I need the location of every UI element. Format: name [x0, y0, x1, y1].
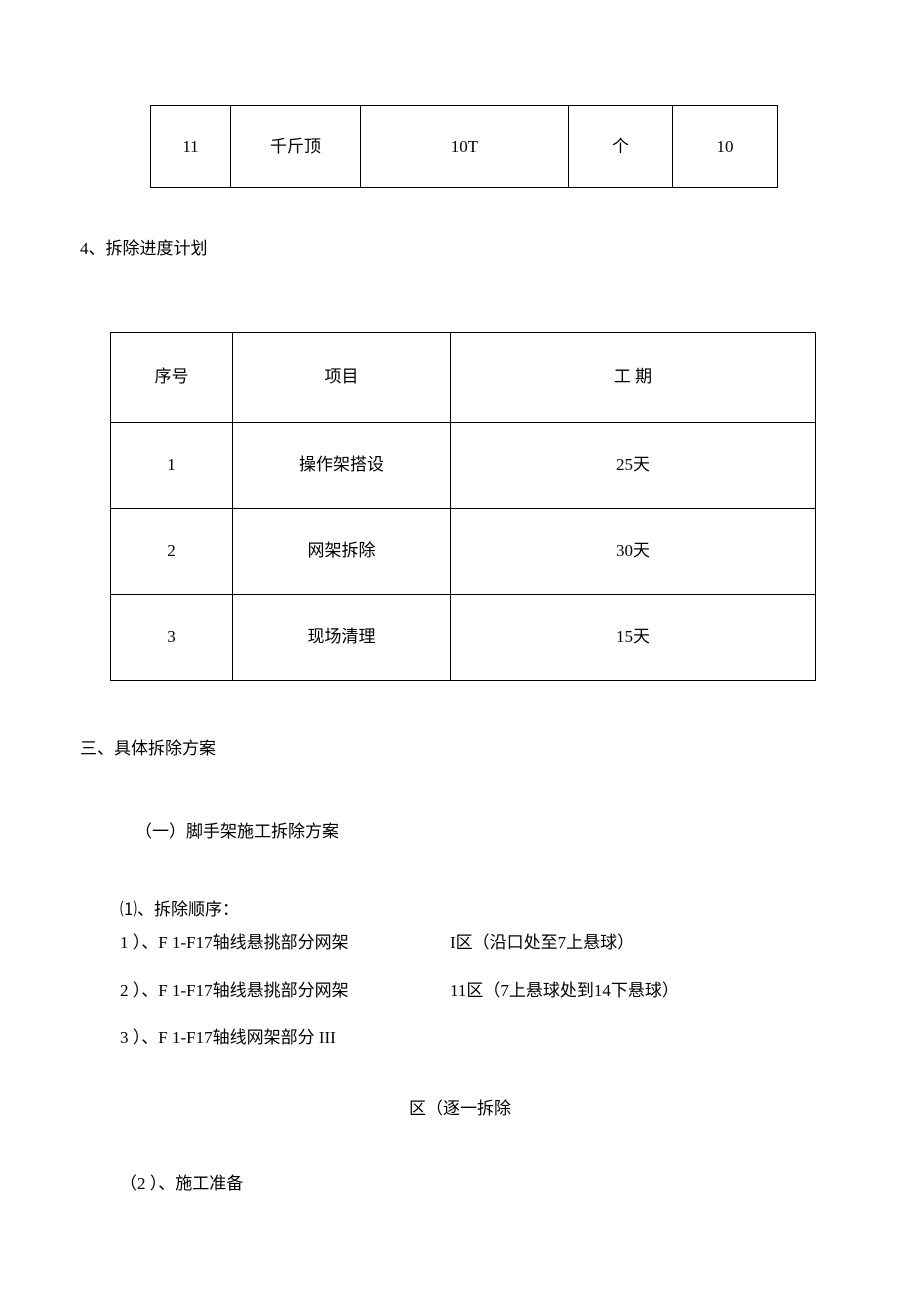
cell-seq: 1: [111, 422, 233, 508]
table-row: 2 网架拆除 30天: [111, 508, 816, 594]
section-3-title: 三、具体拆除方案: [80, 736, 840, 762]
header-item: 项目: [233, 332, 451, 422]
demolition-sequence-block: ⑴、拆除顺序： 1 ）、F 1-F17轴线悬挑部分网架 I区（沿口处至7上悬球）…: [120, 897, 840, 1051]
cell-seq: 3: [111, 594, 233, 680]
seq-line-right: [450, 1025, 840, 1051]
seq-line-left: 1 ）、F 1-F17轴线悬挑部分网架: [120, 930, 450, 956]
table-row: 3 现场清理 15天: [111, 594, 816, 680]
item-2-label: （2 ）、施工准备: [120, 1171, 840, 1197]
cell-seq: 11: [151, 106, 231, 188]
cell-qty: 10: [673, 106, 778, 188]
equipment-table-row: 11 千斤顶 10T 个 10: [150, 105, 778, 188]
cell-spec: 10T: [361, 106, 569, 188]
seq-line-right: I区（沿口处至7上悬球）: [450, 930, 840, 956]
schedule-table: 序号 项目 工 期 1 操作架搭设 25天 2 网架拆除 30天 3 现场清理 …: [110, 332, 816, 681]
seq-line-left: 3 ）、F 1-F17轴线网架部分 III: [120, 1025, 450, 1051]
cell-duration: 15天: [451, 594, 816, 680]
cell-item: 网架拆除: [233, 508, 451, 594]
table-row: 1 操作架搭设 25天: [111, 422, 816, 508]
center-continuation-text: 区（逐一拆除: [80, 1096, 840, 1122]
seq-line-left: 2 ）、F 1-F17轴线悬挑部分网架: [120, 978, 450, 1004]
cell-duration: 25天: [451, 422, 816, 508]
subsection-1-title: （一）脚手架施工拆除方案: [135, 819, 840, 845]
cell-item: 操作架搭设: [233, 422, 451, 508]
header-duration: 工 期: [451, 332, 816, 422]
table-header-row: 序号 项目 工 期: [111, 332, 816, 422]
table-row: 11 千斤顶 10T 个 10: [151, 106, 778, 188]
item-1-label: ⑴、拆除顺序：: [120, 897, 450, 923]
cell-name: 千斤顶: [231, 106, 361, 188]
cell-duration: 30天: [451, 508, 816, 594]
cell-seq: 2: [111, 508, 233, 594]
seq-line-right: 11区（7上悬球处到14下悬球）: [450, 978, 840, 1004]
cell-item: 现场清理: [233, 594, 451, 680]
cell-unit: 个: [569, 106, 673, 188]
header-seq: 序号: [111, 332, 233, 422]
section-4-title: 4、拆除进度计划: [80, 236, 840, 262]
